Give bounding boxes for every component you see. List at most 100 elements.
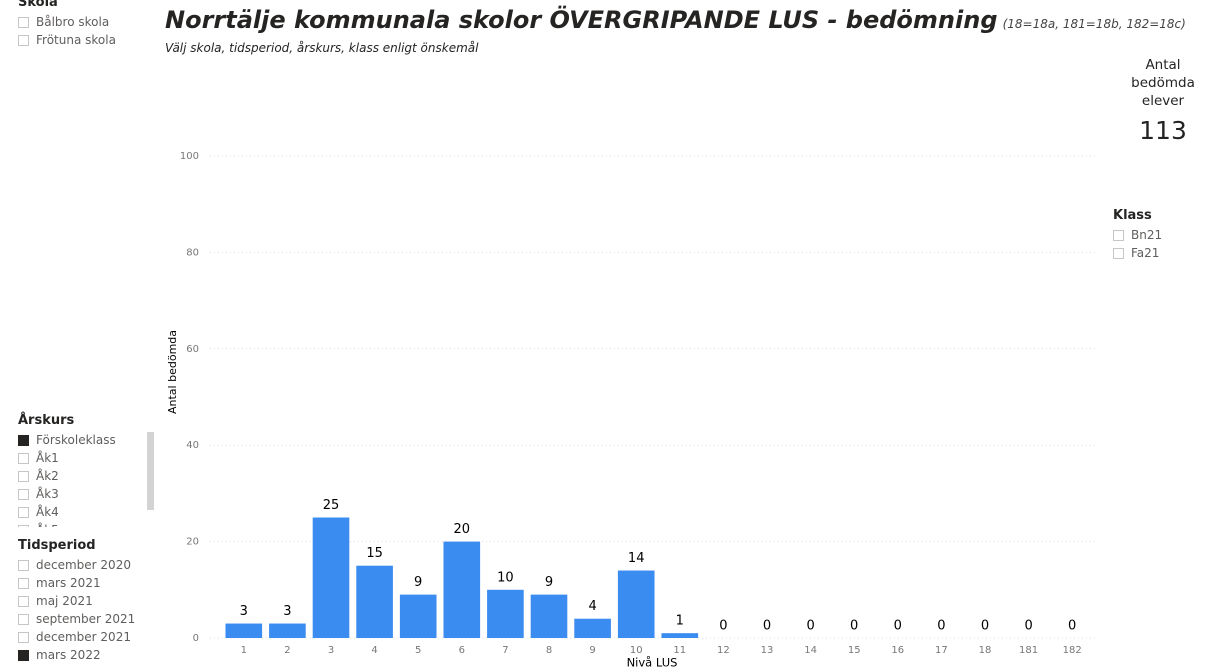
slicer-item[interactable]: Åk5 xyxy=(18,521,116,527)
data-label: 25 xyxy=(323,498,340,513)
x-tick-label: 6 xyxy=(459,645,465,656)
slicer: Skola Bålbro skola Frötuna skola xyxy=(18,0,116,53)
slicer-item-label: december 2021 xyxy=(36,630,131,644)
slicer-list: Bålbro skola Frötuna skola xyxy=(18,13,116,53)
x-tick-label: 181 xyxy=(1019,645,1038,656)
title: Norrtälje kommunala skolor ÖVERGRIPANDE … xyxy=(165,6,1186,34)
x-tick-label: 3 xyxy=(328,645,334,656)
slicer-item[interactable]: mars 2021 xyxy=(18,574,135,592)
bar xyxy=(356,565,393,638)
x-tick-label: 9 xyxy=(589,645,595,656)
slicer-item[interactable]: december 2020 xyxy=(18,556,135,574)
x-tick-label: 14 xyxy=(804,645,817,656)
checkbox[interactable] xyxy=(18,559,29,571)
slicer-item-label: Frötuna skola xyxy=(36,33,116,47)
checkbox[interactable] xyxy=(18,488,29,500)
checkbox[interactable] xyxy=(18,631,29,643)
bar xyxy=(530,594,568,638)
slicer-item-label: Fa21 xyxy=(1131,246,1160,260)
slicer-title: Klass xyxy=(1113,208,1152,223)
bar xyxy=(225,623,263,638)
slicer-item[interactable]: Förskoleklass xyxy=(18,431,116,449)
checkbox[interactable] xyxy=(18,34,29,46)
y-tick-label: 20 xyxy=(186,537,199,548)
x-tick-label: 12 xyxy=(717,645,730,656)
x-tick-label: 5 xyxy=(415,645,421,656)
bar xyxy=(487,589,524,638)
data-label: 9 xyxy=(545,575,553,590)
slicer-item-label: september 2021 xyxy=(36,612,136,626)
x-tick-label: 10 xyxy=(630,645,643,656)
slicer-title: Årskurs xyxy=(18,413,75,428)
slicer-item-label: Bålbro skola xyxy=(36,15,110,29)
card: Antal bedömda elever 113 xyxy=(1108,56,1218,145)
checkbox[interactable] xyxy=(18,524,29,527)
slicer-item[interactable]: september 2021 xyxy=(18,610,135,628)
data-label: 0 xyxy=(806,619,814,634)
slicer-item[interactable]: december 2021 xyxy=(18,628,135,646)
y-tick-label: 60 xyxy=(186,344,199,355)
data-label: 3 xyxy=(283,604,291,619)
bar xyxy=(617,570,655,638)
scrollbar[interactable] xyxy=(147,432,154,510)
data-label: 10 xyxy=(497,570,514,585)
slicer-title: Skola xyxy=(18,0,58,10)
card-value: 113 xyxy=(1139,116,1187,145)
y-tick-label: 0 xyxy=(193,633,199,644)
checkbox[interactable] xyxy=(18,595,29,607)
slicer-item[interactable]: Åk4 xyxy=(18,503,116,521)
slicer-item-label: mars 2021 xyxy=(36,576,101,590)
data-label: 0 xyxy=(1068,619,1076,634)
slicer-item[interactable]: Bålbro skola xyxy=(18,13,116,31)
bar xyxy=(574,618,611,638)
x-tick-label: 16 xyxy=(891,645,904,656)
y-tick-label: 80 xyxy=(186,247,199,258)
slicer-list: Förskoleklass Åk1 Åk2 Åk3 Åk4 Åk5 xyxy=(18,431,116,527)
y-tick-label: 40 xyxy=(186,440,199,451)
slicer-item-label: Bn21 xyxy=(1131,228,1163,242)
x-tick-label: 4 xyxy=(371,645,377,656)
slicer-item[interactable]: maj 2021 xyxy=(18,592,135,610)
slicer-item[interactable]: Åk3 xyxy=(18,485,116,503)
slicer-item-label: december 2020 xyxy=(36,558,131,572)
checkbox[interactable] xyxy=(18,434,29,446)
bar xyxy=(661,633,699,638)
slicer-item-label: Åk4 xyxy=(36,505,59,519)
x-tick-label: 8 xyxy=(546,645,552,656)
x-tick-label: 17 xyxy=(935,645,948,656)
checkbox[interactable] xyxy=(18,452,29,464)
checkbox[interactable] xyxy=(18,16,29,28)
slicer-item[interactable]: Frötuna skola xyxy=(18,31,116,49)
slicer-item[interactable]: Åk1 xyxy=(18,449,116,467)
bar xyxy=(312,517,350,638)
slicer-list: Bn21 Fa21 xyxy=(1113,226,1162,266)
title-main: Norrtälje kommunala skolor ÖVERGRIPANDE … xyxy=(165,6,998,34)
data-label: 0 xyxy=(894,619,902,634)
checkbox[interactable] xyxy=(1113,229,1124,241)
data-label: 15 xyxy=(366,546,383,561)
slicer-item-label: Åk5 xyxy=(36,521,59,527)
x-tick-label: 182 xyxy=(1063,645,1082,656)
checkbox[interactable] xyxy=(1113,247,1124,259)
x-tick-label: 18 xyxy=(979,645,992,656)
bar xyxy=(443,541,481,638)
checkbox[interactable] xyxy=(18,613,29,625)
slicer-list: december 2020 mars 2021 maj 2021 september … xyxy=(18,556,135,666)
checkbox[interactable] xyxy=(18,649,29,661)
slicer-item[interactable]: mars 2022 xyxy=(18,646,135,664)
slicer-item[interactable]: Åk2 xyxy=(18,467,116,485)
checkbox[interactable] xyxy=(18,470,29,482)
data-label: 0 xyxy=(719,619,727,634)
slicer-item[interactable]: Fa21 xyxy=(1113,244,1162,262)
checkbox[interactable] xyxy=(18,577,29,589)
title-note: (18=18a, 181=18b, 182=18c) xyxy=(1002,17,1186,31)
x-tick-label: 7 xyxy=(502,645,508,656)
data-label: 20 xyxy=(454,522,471,537)
checkbox[interactable] xyxy=(18,506,29,518)
x-tick-label: 2 xyxy=(284,645,290,656)
slicer: Klass Bn21 Fa21 xyxy=(1113,208,1162,266)
x-tick-label: 15 xyxy=(848,645,861,656)
slicer-item[interactable]: Bn21 xyxy=(1113,226,1162,244)
card-label: Antal bedömda elever xyxy=(1131,57,1195,109)
